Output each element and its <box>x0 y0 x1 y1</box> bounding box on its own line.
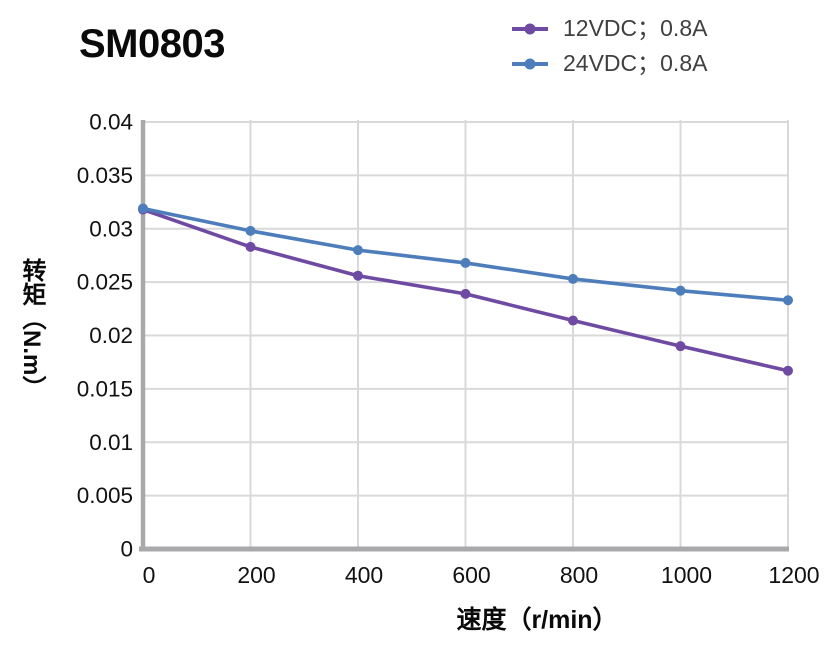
y-tick-label: 0.01 <box>89 430 133 455</box>
legend-marker-24vdc-icon <box>512 58 548 69</box>
y-tick-label: 0.005 <box>77 483 133 508</box>
series-marker-1 <box>245 225 256 236</box>
series-marker-1 <box>138 203 148 214</box>
legend-item-24vdc: 24VDC；0.8A <box>512 46 707 81</box>
series-marker-1 <box>783 295 793 306</box>
x-tick-label: 1200 <box>768 562 819 588</box>
x-tick-label: 200 <box>237 562 275 588</box>
series-marker-1 <box>353 245 363 256</box>
series-marker-0 <box>675 341 686 352</box>
x-axis-title: 速度（r/min） <box>456 606 618 634</box>
x-tick-label: 800 <box>560 562 598 588</box>
y-tick-label: 0.025 <box>77 270 133 295</box>
y-tick-label: 0.02 <box>89 323 133 348</box>
series-marker-0 <box>568 315 578 326</box>
y-tick-label: 0.035 <box>77 163 133 188</box>
series-marker-1 <box>675 285 686 296</box>
x-tick-label: 400 <box>345 562 383 588</box>
x-tick-label: 0 <box>143 562 156 588</box>
chart-title: SM0803 <box>79 22 225 66</box>
series-marker-0 <box>245 241 256 252</box>
y-axis-title: 转矩（N.m） <box>18 258 45 400</box>
series-marker-1 <box>568 273 578 284</box>
y-tick-label: 0.015 <box>77 376 133 401</box>
legend-label-24vdc: 24VDC；0.8A <box>563 50 708 76</box>
series-marker-0 <box>783 365 793 376</box>
y-tick-label: 0 <box>120 537 133 562</box>
legend: 12VDC；0.8A 24VDC；0.8A <box>512 11 707 81</box>
y-tick-label: 0.03 <box>89 216 133 241</box>
series-marker-1 <box>460 257 471 268</box>
legend-marker-12vdc-icon <box>512 23 548 34</box>
x-tick-label: 1000 <box>661 562 712 588</box>
legend-label-12vdc: 12VDC；0.8A <box>563 15 708 41</box>
y-tick-label: 0.04 <box>89 110 133 135</box>
series-marker-0 <box>460 288 471 299</box>
series-marker-0 <box>353 270 363 281</box>
x-tick-label: 600 <box>452 562 490 588</box>
legend-item-12vdc: 12VDC；0.8A <box>512 11 707 46</box>
